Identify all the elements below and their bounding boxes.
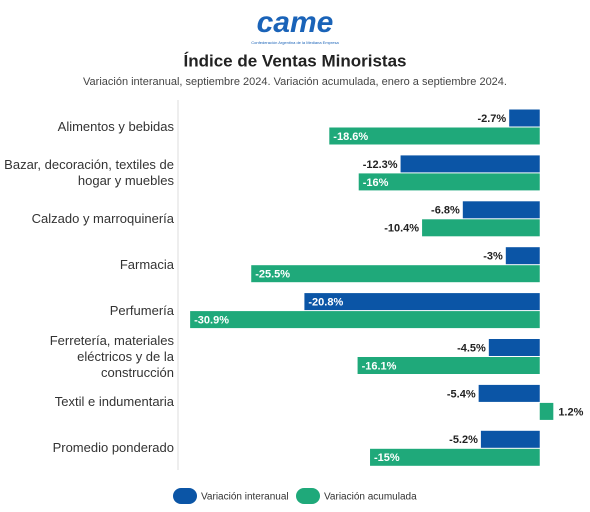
bar — [190, 311, 540, 329]
value-label: -5.2% — [449, 434, 478, 446]
category-label: Ferretería, materiales eléctricos y de l… — [49, 332, 174, 380]
logo-tagline: Confederación Argentina de la Mediana Em… — [251, 40, 339, 45]
legend-label: Variación interanual — [201, 492, 289, 503]
category-label: Alimentos y bebidas — [57, 119, 174, 134]
category-label: Farmacia — [119, 256, 174, 272]
value-label: -18.6% — [333, 131, 368, 143]
bar — [400, 155, 540, 173]
category-label: Promedio ponderado — [52, 440, 174, 456]
legend-marker — [296, 488, 320, 504]
value-label: -15% — [374, 452, 400, 464]
bar — [357, 357, 540, 374]
chart-subtitle: Variación interanual, septiembre 2024. V… — [83, 76, 507, 88]
category-label: Textil e indumentaria — [54, 394, 174, 410]
value-label: -10.4% — [384, 223, 419, 235]
value-label: -5.4% — [447, 388, 476, 400]
value-label: -6.8% — [431, 205, 460, 217]
bar — [329, 127, 540, 145]
value-label: 1.2% — [558, 406, 583, 418]
chart-title: Índice de Ventas Minoristas — [184, 51, 407, 70]
bar — [539, 402, 554, 420]
value-label: -20.8% — [308, 297, 343, 309]
bar — [251, 265, 540, 283]
bar — [358, 173, 540, 191]
bar — [480, 430, 540, 448]
legend-marker — [173, 488, 197, 504]
logo: came — [257, 6, 334, 39]
value-label: -25.5% — [255, 269, 290, 281]
value-label: -2.7% — [477, 113, 506, 125]
bar — [478, 384, 540, 402]
bar — [488, 339, 540, 356]
bar — [422, 219, 540, 237]
value-label: -16.1% — [362, 360, 397, 372]
value-label: -3% — [483, 251, 503, 263]
bar — [509, 109, 540, 127]
legend-label: Variación acumulada — [324, 492, 417, 503]
bar — [462, 201, 540, 219]
category-label: Bazar, decoración, textiles de hogar y m… — [4, 156, 174, 188]
category-label: Perfumería — [109, 302, 174, 318]
value-label: -30.9% — [194, 315, 229, 327]
bar — [370, 448, 540, 466]
category-label: Calzado y marroquinería — [31, 210, 174, 226]
bar — [505, 247, 540, 265]
bar — [304, 293, 540, 311]
value-label: -12.3% — [363, 159, 398, 171]
value-label: -16% — [363, 177, 389, 189]
value-label: -4.5% — [457, 342, 486, 354]
